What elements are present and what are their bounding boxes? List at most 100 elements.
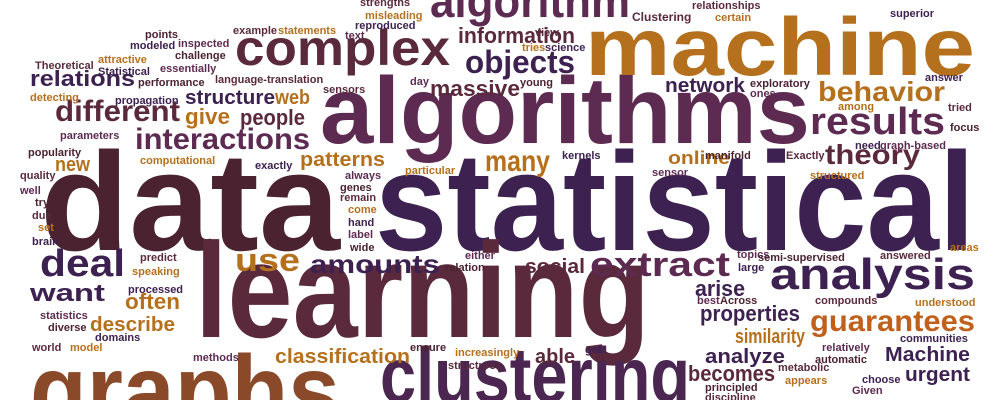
word: guarantees bbox=[810, 305, 975, 338]
word: areas bbox=[950, 242, 979, 254]
word: principled bbox=[705, 382, 758, 394]
word: always bbox=[345, 170, 381, 182]
word: try bbox=[35, 197, 50, 209]
word: answered bbox=[880, 250, 931, 262]
word: due bbox=[32, 210, 52, 222]
word: brain bbox=[32, 236, 59, 248]
word: science bbox=[545, 42, 585, 54]
word: statistics bbox=[40, 310, 88, 322]
word: Exactly bbox=[786, 150, 825, 162]
word: relation bbox=[445, 262, 485, 274]
word: algorithm bbox=[430, 0, 630, 27]
word: challenge bbox=[175, 50, 226, 62]
word: structured bbox=[810, 170, 864, 182]
word: tries bbox=[522, 42, 545, 54]
word: machine bbox=[585, 2, 975, 93]
word: points bbox=[145, 29, 178, 41]
word: world bbox=[31, 342, 61, 354]
word: compounds bbox=[815, 295, 877, 307]
word: language-translation bbox=[215, 74, 323, 86]
word: modeled bbox=[130, 40, 175, 52]
word: large bbox=[738, 262, 764, 274]
word: get bbox=[585, 344, 602, 356]
word: automatic bbox=[815, 354, 867, 366]
word: tried bbox=[948, 102, 972, 114]
word: domains bbox=[95, 332, 140, 344]
word: analyze bbox=[705, 346, 785, 368]
word: remain bbox=[340, 192, 376, 204]
word: particular bbox=[405, 165, 456, 177]
word: inspected bbox=[178, 38, 229, 50]
word: communities bbox=[900, 333, 968, 345]
word: able bbox=[535, 346, 575, 368]
word: answer bbox=[925, 72, 964, 84]
word: arise bbox=[695, 276, 745, 301]
word: propagation bbox=[115, 95, 179, 107]
word: misleading bbox=[365, 10, 422, 22]
word: massive bbox=[430, 76, 520, 101]
word: interactions bbox=[135, 123, 310, 156]
word: among bbox=[838, 101, 874, 113]
word: reproduced bbox=[355, 20, 416, 32]
word: popularity bbox=[28, 147, 82, 159]
word: exploratory bbox=[750, 78, 811, 90]
word: urgent bbox=[905, 364, 970, 386]
word: data bbox=[40, 123, 341, 280]
word: either bbox=[465, 250, 496, 262]
word: attractive bbox=[98, 54, 147, 66]
word: statements bbox=[278, 25, 336, 37]
word: young bbox=[520, 77, 553, 89]
word: becomes bbox=[688, 361, 775, 386]
word: graph-based bbox=[880, 140, 946, 152]
word: clustering bbox=[380, 331, 690, 400]
word: sensors bbox=[323, 84, 365, 96]
word: web bbox=[274, 87, 310, 109]
word: speaking bbox=[132, 266, 180, 278]
word: Machine bbox=[885, 344, 970, 366]
word: certain bbox=[715, 12, 751, 24]
word: focus bbox=[950, 122, 979, 134]
word: Given bbox=[852, 385, 883, 397]
word: theory bbox=[825, 139, 920, 170]
word: manifold bbox=[705, 150, 751, 162]
word: set bbox=[38, 222, 54, 234]
word: structure bbox=[185, 87, 275, 109]
word: results bbox=[810, 101, 945, 143]
word: superior bbox=[890, 8, 935, 20]
word: extract bbox=[590, 246, 730, 284]
word: metabolic bbox=[778, 362, 829, 374]
word: choose bbox=[862, 374, 901, 386]
word: methods bbox=[193, 352, 239, 364]
word: strengths bbox=[360, 0, 410, 9]
word: often bbox=[125, 289, 180, 314]
word: online bbox=[668, 148, 730, 168]
word: predict bbox=[140, 252, 177, 264]
word: statistical bbox=[375, 123, 975, 280]
word: hand bbox=[348, 217, 374, 229]
word: algorithms bbox=[320, 58, 810, 164]
word: best bbox=[697, 295, 720, 307]
word: label bbox=[348, 229, 373, 241]
word: understood bbox=[915, 297, 976, 309]
word: wide bbox=[349, 242, 374, 254]
word: view bbox=[535, 27, 559, 39]
word: relations bbox=[30, 66, 135, 91]
word: Theoretical bbox=[35, 60, 94, 72]
word: processed bbox=[128, 284, 183, 296]
word: parameters bbox=[60, 130, 119, 142]
word: people bbox=[240, 105, 305, 130]
word: come bbox=[348, 204, 377, 216]
word: describe bbox=[90, 314, 175, 336]
word: model bbox=[70, 342, 102, 354]
word: social bbox=[525, 256, 585, 278]
word: learning bbox=[195, 215, 650, 366]
word: similarity bbox=[735, 326, 806, 348]
word: properties bbox=[700, 301, 800, 326]
word: complex bbox=[235, 20, 450, 76]
word: deal bbox=[40, 243, 125, 285]
word: semi-supervised bbox=[758, 252, 845, 264]
word: network bbox=[665, 75, 746, 97]
word: quality bbox=[20, 170, 56, 182]
